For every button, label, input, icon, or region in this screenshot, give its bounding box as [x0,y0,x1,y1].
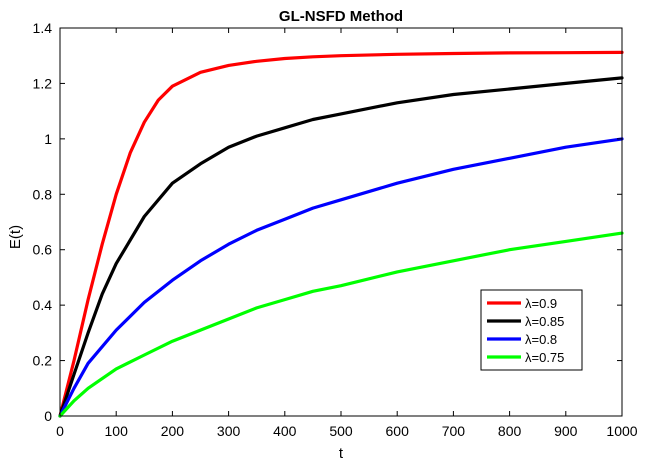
x-tick-label-7: 700 [442,423,466,439]
series-line-0 [58,50,624,418]
y-tick-label-3: 0.6 [33,242,53,258]
x-tick-label-6: 600 [386,423,410,439]
x-tick-label-3: 300 [217,423,241,439]
series-line-2 [58,137,624,418]
y-axis-label: E(t) [7,225,24,249]
y-tick-label-5: 1 [44,131,52,147]
y-tick-label-4: 0.8 [33,186,53,202]
legend-label-3: λ=0.75 [525,350,564,365]
legend-label-0: λ=0.9 [525,296,557,311]
x-tick-label-8: 800 [498,423,522,439]
x-tick-label-1: 100 [105,423,129,439]
y-tick-label-1: 0.2 [33,353,53,369]
x-tick-label-9: 900 [554,423,578,439]
series-line-1 [58,76,624,418]
legend-label-1: λ=0.85 [525,314,564,329]
y-tick-label-6: 1.2 [33,75,53,91]
y-tick-label-2: 0.4 [33,297,53,313]
x-tick-label-5: 500 [329,423,353,439]
axes: 0 100 200 300 400 500 600 700 800 900 1000 0 0.2 0.4 0… [33,20,638,439]
y-tick-label-0: 0 [44,408,52,424]
x-axis-label: t [339,445,344,462]
legend: λ=0.9 λ=0.85 λ=0.8 λ=0.75 [480,289,583,371]
x-tick-label-10: 1000 [606,423,637,439]
legend-label-2: λ=0.8 [525,332,557,347]
y-tick-label-7: 1.4 [33,20,53,36]
series-line-3 [58,231,624,418]
x-tick-label-2: 200 [161,423,185,439]
chart-title: GL-NSFD Method [279,8,403,25]
plot-area [58,50,624,418]
x-tick-label-0: 0 [56,423,64,439]
x-tick-label-4: 400 [273,423,297,439]
